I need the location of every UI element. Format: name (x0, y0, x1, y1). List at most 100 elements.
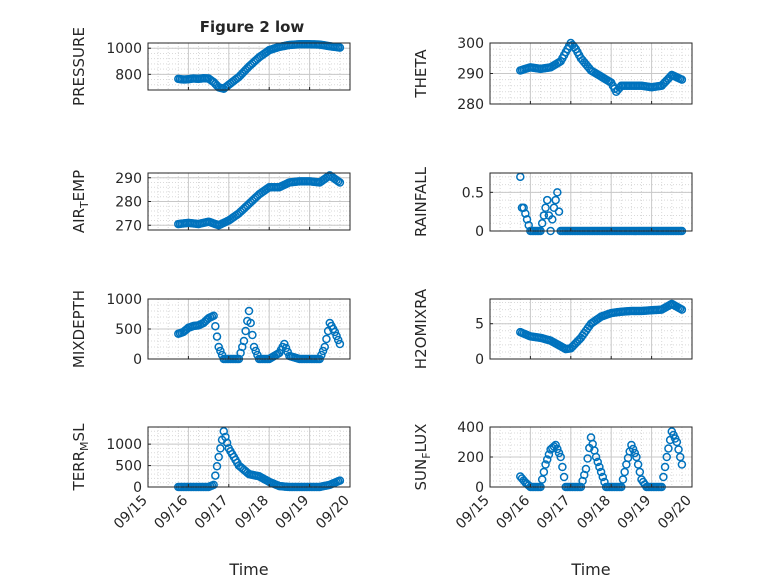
subplot-pressure: 800 1000 PRESSURE (70, 27, 351, 106)
y-axis-label: TERRMSL (70, 423, 91, 492)
data-point (662, 452, 671, 462)
data-point (249, 342, 259, 352)
data-point (333, 335, 343, 345)
data-point (542, 455, 552, 464)
data-point (630, 448, 640, 458)
y-axis-label: PRESSURE (70, 27, 88, 106)
subplot-air-temp: 270 280 290 AIRTEMP (70, 170, 351, 234)
data-point (544, 450, 554, 459)
data-point (322, 334, 331, 344)
data-point (214, 452, 223, 462)
y-tick-label: 270 (115, 218, 142, 234)
axes-box (489, 298, 693, 360)
data-point (541, 203, 550, 213)
y-tick-label: 290 (457, 67, 484, 83)
y-tick-label: 0 (475, 352, 484, 368)
data-point (182, 75, 191, 84)
y-tick-label: 0 (475, 480, 484, 496)
data-point (541, 460, 550, 469)
data-point (251, 346, 260, 356)
data-point (675, 74, 685, 84)
data-point (187, 322, 197, 331)
data-point (675, 304, 685, 313)
y-axis-label: THETA (412, 49, 430, 99)
data-point (553, 444, 562, 454)
data-point (248, 330, 257, 340)
data-point (177, 75, 186, 84)
y-tick-label: 5 (475, 317, 484, 333)
data-point (618, 475, 628, 484)
subplot-h2omixra: 0 5 H2OMIXRA (412, 288, 693, 369)
series-markers (516, 299, 687, 354)
subplot-grid: 800 1000 PRESSURE 280 290 300 THETA 270 280 290 AI… (70, 27, 695, 579)
data-point (595, 462, 604, 472)
y-axis-label: MIXDEPTH (70, 290, 88, 368)
data-point (632, 452, 641, 462)
data-point (238, 342, 247, 352)
x-axis-label: Time (570, 560, 610, 579)
data-point (556, 452, 565, 462)
data-point (573, 337, 582, 346)
series-markers (516, 38, 687, 97)
data-point (212, 462, 222, 471)
data-point (221, 432, 230, 442)
y-tick-label: 500 (115, 459, 142, 475)
data-point (542, 195, 552, 205)
data-point (537, 475, 547, 484)
data-point (620, 467, 629, 477)
data-point (559, 343, 569, 353)
data-point (613, 85, 623, 95)
subplot-theta: 280 290 300 THETA (412, 36, 693, 113)
data-point (241, 326, 250, 336)
subplot-mixdepth: 0 500 1000 MIXDEPTH (70, 290, 351, 368)
y-tick-label: 500 (115, 322, 142, 338)
data-point (553, 188, 562, 197)
data-point (517, 474, 527, 483)
data-point (241, 202, 250, 212)
data-point (635, 467, 645, 477)
data-point (596, 467, 606, 477)
data-point (214, 342, 223, 352)
y-tick-label: 0 (133, 352, 142, 368)
data-point (211, 471, 220, 480)
data-point (674, 445, 683, 454)
data-point (554, 448, 564, 458)
data-point (537, 219, 547, 228)
data-point (628, 444, 638, 454)
data-point (558, 462, 567, 472)
data-point (219, 427, 228, 436)
y-tick-label: 1000 (106, 41, 142, 57)
axes-background (490, 173, 692, 231)
series-markers (174, 171, 345, 230)
data-point (519, 203, 528, 213)
data-point (192, 74, 202, 84)
y-tick-label: 280 (457, 97, 484, 113)
data-point (568, 40, 577, 50)
subplot-rainfall: 0 0.5 RAINFALL (412, 166, 693, 240)
y-tick-label: 0.5 (462, 185, 484, 201)
data-point (670, 434, 680, 443)
y-axis-label: H2OMIXRA (412, 288, 430, 369)
data-point (222, 438, 232, 447)
data-point (522, 215, 532, 224)
figure-title: Figure 2 low (200, 18, 305, 36)
data-point (548, 215, 557, 224)
data-point (551, 195, 560, 205)
data-point (251, 56, 260, 65)
data-point (659, 472, 668, 482)
data-point (559, 472, 569, 482)
data-point (212, 220, 222, 229)
y-tick-label: 280 (115, 195, 142, 211)
data-point (633, 460, 643, 469)
data-point (244, 306, 254, 316)
y-tick-label: 400 (457, 420, 484, 436)
y-axis-label: AIRTEMP (70, 170, 91, 233)
data-point (677, 460, 687, 469)
y-tick-label: 300 (457, 36, 484, 52)
data-point (328, 324, 338, 334)
data-point (539, 211, 549, 220)
data-point (318, 346, 328, 356)
data-point (539, 467, 549, 477)
data-point (241, 65, 250, 75)
